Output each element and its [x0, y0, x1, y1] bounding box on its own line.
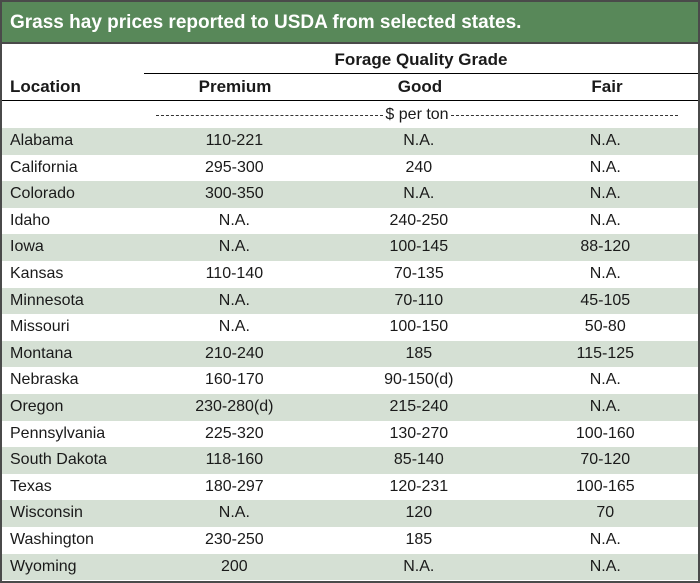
- location-cell: South Dakota: [10, 451, 107, 469]
- unit-dash-left: [156, 114, 384, 116]
- fair-cell: N.A.: [589, 530, 621, 548]
- table-row: California 295-300 240 N.A.: [2, 155, 698, 182]
- location-cell: Wyoming: [10, 557, 77, 575]
- table-row: Missouri N.A. 100-150 50-80: [2, 314, 698, 341]
- table-row: Colorado 300-350 N.A. N.A.: [2, 181, 698, 208]
- grade-header-rule: [144, 73, 698, 74]
- premium-cell: 118-160: [205, 451, 264, 469]
- table-row: Montana 210-240 185 115-125: [2, 340, 698, 368]
- good-header: Good: [397, 77, 443, 96]
- fair-cell: 50-80: [584, 318, 626, 336]
- table-row: Alabama 110-221 N.A. N.A.: [2, 128, 698, 155]
- good-cell: N.A.: [403, 557, 435, 575]
- table-row: Minnesota N.A. 70-110 45-105: [2, 287, 698, 315]
- good-cell: 185: [405, 344, 433, 362]
- location-cell: Pennsylvania: [10, 424, 106, 442]
- premium-cell: 230-280(d): [195, 397, 274, 415]
- table-title: Grass hay prices reported to USDA from s…: [2, 2, 698, 44]
- premium-cell: 180-297: [204, 477, 264, 495]
- good-cell: 85-140: [393, 451, 444, 469]
- unit-label: $ per ton: [385, 106, 449, 123]
- fair-cell: N.A.: [589, 397, 621, 415]
- table-row: Iowa N.A. 100-145 88-120: [2, 234, 698, 261]
- fair-cell: 70: [596, 504, 615, 522]
- fair-cell: N.A.: [589, 158, 621, 176]
- fair-cell: N.A.: [589, 211, 621, 229]
- fair-cell: 70-120: [580, 451, 631, 469]
- table-row: South Dakota 118-160 85-140 70-120: [2, 447, 698, 474]
- premium-cell: 300-350: [204, 185, 264, 203]
- good-cell: N.A.: [403, 132, 435, 149]
- good-cell: 120-231: [389, 477, 449, 495]
- good-cell: N.A.: [403, 185, 435, 203]
- premium-cell: 295-300: [204, 158, 264, 176]
- premium-cell: 210-240: [204, 344, 264, 362]
- table-row: Oregon 230-280(d) 215-240 N.A.: [2, 393, 698, 421]
- location-header: Location: [10, 77, 81, 96]
- location-cell: Missouri: [10, 318, 70, 336]
- good-cell: 215-240: [389, 397, 449, 415]
- location-cell: Nebraska: [10, 371, 79, 389]
- premium-cell: 160-170: [204, 371, 264, 389]
- location-cell: Texas: [10, 477, 52, 495]
- premium-cell: 110-140: [205, 264, 264, 282]
- premium-cell: 230-250: [204, 530, 264, 548]
- location-cell: Colorado: [10, 185, 75, 203]
- table-row: Wisconsin N.A. 120 70: [2, 500, 698, 527]
- unit-dash-right: [450, 114, 678, 116]
- location-cell: Oregon: [10, 397, 64, 415]
- fair-cell: 88-120: [580, 238, 631, 256]
- premium-cell: 110-221: [205, 132, 264, 149]
- location-cell: Minnesota: [10, 291, 84, 309]
- table-row: Washington 230-250 185 N.A.: [2, 527, 698, 554]
- fair-header: Fair: [591, 77, 623, 96]
- location-cell: Iowa: [10, 238, 44, 256]
- location-cell: Idaho: [10, 211, 51, 229]
- fair-cell: N.A.: [589, 371, 621, 389]
- location-cell: Alabama: [10, 132, 74, 149]
- premium-cell: N.A.: [218, 318, 250, 336]
- premium-cell: 225-320: [204, 424, 264, 442]
- fair-cell: 100-165: [575, 477, 635, 495]
- good-cell: 130-270: [389, 424, 449, 442]
- table-row: Kansas 110-140 70-135 N.A.: [2, 261, 698, 288]
- good-cell: 100-145: [389, 238, 449, 256]
- fair-cell: N.A.: [589, 185, 621, 203]
- premium-cell: 200: [220, 557, 248, 575]
- header-rule: [2, 100, 698, 101]
- table-row: Idaho N.A. 240-250 N.A.: [2, 208, 698, 235]
- location-cell: Montana: [10, 344, 73, 362]
- premium-header: Premium: [198, 77, 272, 96]
- table-row: Pennsylvania 225-320 130-270 100-160: [2, 421, 698, 448]
- good-cell: 185: [405, 530, 433, 548]
- location-cell: Kansas: [10, 264, 64, 282]
- table-row: Texas 180-297 120-231 100-165: [2, 474, 698, 501]
- good-cell: 70-110: [394, 291, 444, 309]
- unit-row: $ per ton: [154, 103, 680, 127]
- fair-cell: 100-160: [575, 424, 635, 442]
- location-cell: California: [10, 158, 78, 176]
- table-row: Wyoming 200 N.A. N.A.: [2, 553, 698, 581]
- table-row: Nebraska 160-170 90-150(d) N.A.: [2, 367, 698, 394]
- table-body: Alabama 110-221 N.A. N.A. California 295-300 2…: [2, 128, 698, 581]
- location-cell: Wisconsin: [10, 504, 83, 522]
- premium-cell: N.A.: [218, 504, 250, 522]
- premium-cell: N.A.: [218, 238, 250, 256]
- premium-cell: N.A.: [218, 291, 250, 309]
- fair-cell: N.A.: [589, 264, 621, 282]
- fair-cell: 45-105: [580, 291, 631, 309]
- good-cell: 240: [405, 158, 433, 176]
- premium-cell: N.A.: [218, 211, 250, 229]
- good-cell: 100-150: [389, 318, 449, 336]
- good-cell: 70-135: [393, 264, 444, 282]
- fair-cell: N.A.: [589, 132, 621, 149]
- good-cell: 90-150(d): [384, 371, 454, 389]
- forage-quality-grade-header: Forage Quality Grade: [334, 50, 508, 69]
- fair-cell: N.A.: [589, 557, 621, 575]
- good-cell: 240-250: [389, 211, 449, 229]
- fair-cell: 115-125: [576, 344, 635, 362]
- location-cell: Washington: [10, 530, 94, 548]
- good-cell: 120: [405, 504, 433, 522]
